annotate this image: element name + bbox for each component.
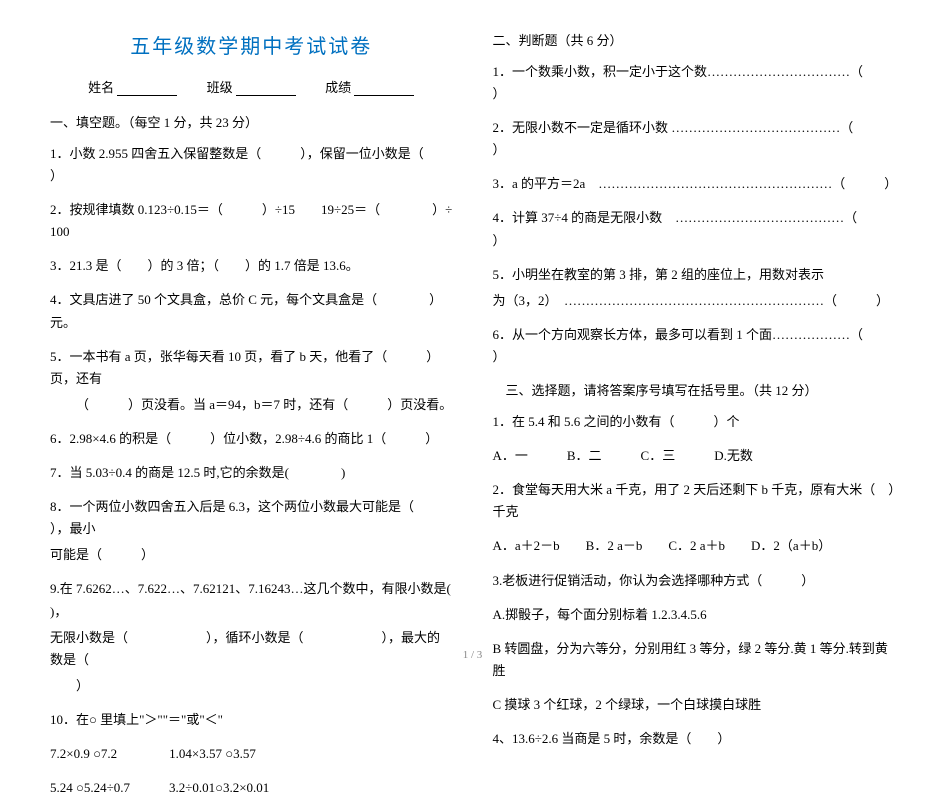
student-info-row: 姓名 班级 成绩 (50, 77, 453, 96)
c3-option-a: A.掷骰子，每个面分别标着 1.2.3.4.5.6 (493, 604, 896, 626)
c3: 3.老板进行促销活动，你认为会选择哪种方式（ ） (493, 570, 896, 592)
q4: 4．文具店进了 50 个文具盒，总价 C 元，每个文具盒是（ ）元。 (50, 289, 453, 333)
right-column: 二、判断题（共 6 分） 1．一个数乘小数，积一定小于这个数…………………………… (493, 30, 896, 811)
q8-line1: 8．一个两位小数四舍五入后是 6.3，这个两位小数最大可能是（ ），最小 (50, 496, 453, 540)
c3-option-c: C 摸球 3 个红球，2 个绿球，一个白球摸白球胜 (493, 694, 896, 716)
c1-options: A．一 B．二 C．三 D.无数 (493, 445, 896, 467)
j1: 1．一个数乘小数，积一定小于这个数……………………………（ ） (493, 61, 896, 105)
left-column: 五年级数学期中考试试卷 姓名 班级 成绩 一、填空题。（每空 1 分，共 23 … (50, 30, 453, 811)
class-label: 班级 (207, 80, 233, 95)
q3: 3．21.3 是（ ）的 3 倍；（ ）的 1.7 倍是 13.6。 (50, 255, 453, 277)
q10-head: 10．在○ 里填上"＞""＝"或"＜" (50, 709, 453, 731)
section-1-heading: 一、填空题。（每空 1 分，共 23 分） (50, 112, 453, 131)
name-label: 姓名 (88, 80, 114, 95)
exam-title: 五年级数学期中考试试卷 (50, 30, 453, 59)
score-label: 成绩 (325, 80, 351, 95)
q10-row1: 7.2×0.9 ○7.2 1.04×3.57 ○3.57 (50, 743, 453, 765)
c4: 4、13.6÷2.6 当商是 5 时，余数是（ ） (493, 728, 896, 750)
c1: 1．在 5.4 和 5.6 之间的小数有（ ）个 (493, 411, 896, 433)
q1: 1．小数 2.955 四舍五入保留整数是（ ），保留一位小数是（ ） (50, 143, 453, 187)
class-blank (236, 82, 296, 96)
q10-row2: 5.24 ○5.24÷0.7 3.2÷0.01○3.2×0.01 (50, 777, 453, 799)
j4: 4．计算 37÷4 的商是无限小数 …………………………………（ ） (493, 207, 896, 251)
q9-line1: 9.在 7.6262…、7.622…、7.62121、7.16243…这几个数中… (50, 578, 453, 622)
page-columns: 五年级数学期中考试试卷 姓名 班级 成绩 一、填空题。（每空 1 分，共 23 … (50, 30, 895, 811)
score-blank (354, 82, 414, 96)
page-number: 1 / 3 (0, 649, 945, 661)
q5-line1: 5．一本书有 a 页，张华每天看 10 页，看了 b 天，他看了（ ）页，还有 (50, 346, 453, 390)
j5-line2: 为（3，2） ……………………………………………………（ ） (493, 290, 896, 312)
q6: 6．2.98×4.6 的积是（ ）位小数，2.98÷4.6 的商比 1（ ） (50, 428, 453, 450)
q2: 2．按规律填数 0.123÷0.15＝（ ）÷15 19÷25＝（ ）÷100 (50, 199, 453, 243)
section-2-heading: 二、判断题（共 6 分） (493, 30, 896, 49)
q8-line2: 可能是（ ） (50, 544, 453, 566)
j5-line1: 5．小明坐在教室的第 3 排，第 2 组的座位上，用数对表示 (493, 264, 896, 286)
q5-line2: （ ）页没看。当 a＝94，b＝7 时，还有（ ）页没看。 (50, 394, 453, 416)
q9-line3: ） (50, 675, 453, 697)
j6: 6．从一个方向观察长方体，最多可以看到 1 个面………………（ ） (493, 324, 896, 368)
name-blank (117, 82, 177, 96)
section-3-heading: 三、选择题，请将答案序号填写在括号里。（共 12 分） (493, 380, 896, 399)
c2-options: A．a＋2－b B．2 a－b C．2 a＋b D．2（a＋b） (493, 535, 896, 557)
q7: 7．当 5.03÷0.4 的商是 12.5 时,它的余数是( ) (50, 462, 453, 484)
c2: 2．食堂每天用大米 a 千克，用了 2 天后还剩下 b 千克，原有大米（ ）千克 (493, 479, 896, 523)
j2: 2．无限小数不一定是循环小数 …………………………………（ ） (493, 117, 896, 161)
j3: 3．a 的平方＝2a ………………………………………………（ ） (493, 173, 896, 195)
